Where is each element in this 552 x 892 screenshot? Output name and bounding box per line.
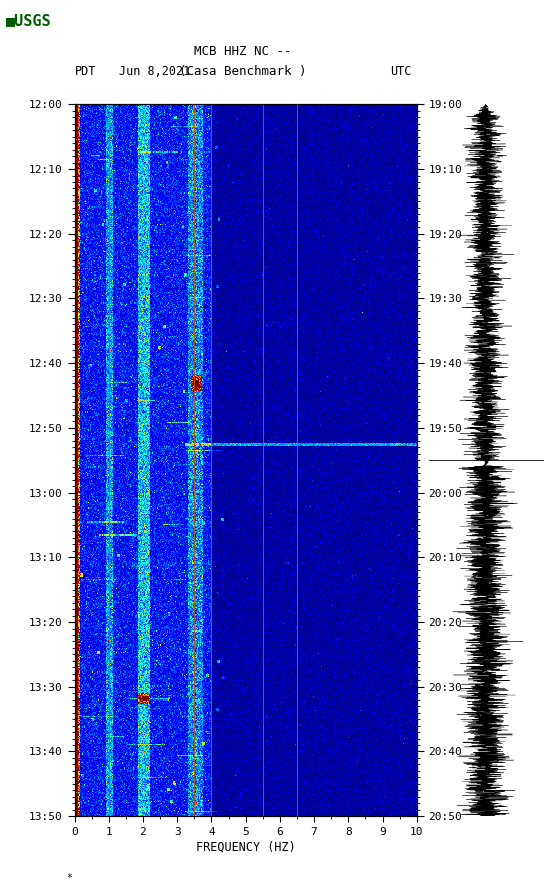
Text: MCB HHZ NC --: MCB HHZ NC --	[194, 45, 291, 58]
Text: *: *	[66, 873, 72, 883]
X-axis label: FREQUENCY (HZ): FREQUENCY (HZ)	[196, 841, 295, 854]
Text: PDT: PDT	[75, 65, 96, 78]
Text: (Casa Benchmark ): (Casa Benchmark )	[179, 65, 306, 78]
Text: Jun 8,2021: Jun 8,2021	[119, 65, 190, 78]
Text: UTC: UTC	[390, 65, 411, 78]
Text: ■USGS: ■USGS	[6, 13, 51, 28]
